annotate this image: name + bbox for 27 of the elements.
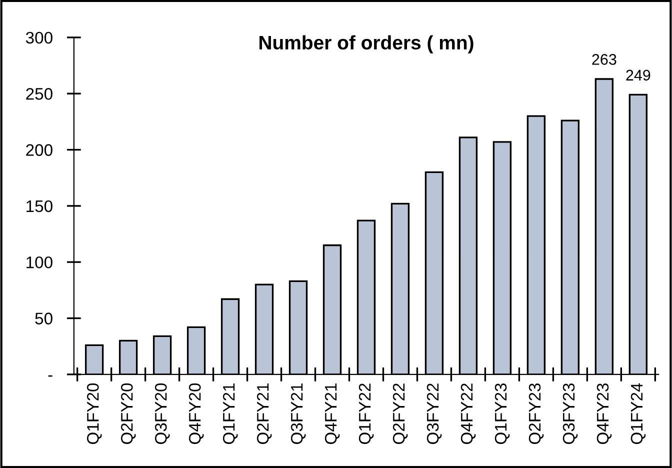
x-tick-label: Q1FY20 [86, 383, 102, 444]
x-tick-label: Q1FY24 [630, 383, 646, 444]
y-tick-label: 150 [26, 200, 52, 212]
x-tick-label: Q2FY21 [256, 384, 272, 444]
y-tick-label: 50 [35, 312, 52, 324]
x-tick-label: Q3FY22 [426, 384, 442, 444]
x-tick-label: Q2FY23 [528, 383, 544, 444]
y-tick-label: 100 [26, 256, 52, 268]
y-tick-label: 200 [26, 144, 52, 156]
x-tick-label: Q3FY23 [562, 383, 578, 444]
x-tick-label: Q2FY20 [120, 383, 136, 444]
x-tick-label: Q1FY21 [222, 384, 238, 444]
x-tick-label: Q4FY22 [460, 384, 476, 444]
x-tick-label: Q3FY21 [290, 384, 306, 444]
x-tick-label: Q2FY22 [392, 384, 408, 444]
x-tick-label: Q4FY23 [596, 383, 612, 444]
y-tick-label: 250 [26, 88, 52, 100]
data-label: 249 [626, 70, 650, 81]
x-tick-label: Q4FY20 [188, 383, 204, 444]
x-tick-label: Q3FY20 [154, 383, 170, 444]
y-tick-label: 300 [26, 32, 52, 44]
x-tick-label: Q1FY22 [358, 384, 374, 444]
y-tick-label: - [48, 375, 52, 377]
chart-title: Number of orders ( mn) [260, 35, 474, 54]
x-tick-label: Q4FY21 [324, 384, 340, 444]
data-label: 263 [592, 54, 616, 65]
x-tick-label: Q1FY23 [494, 383, 510, 444]
